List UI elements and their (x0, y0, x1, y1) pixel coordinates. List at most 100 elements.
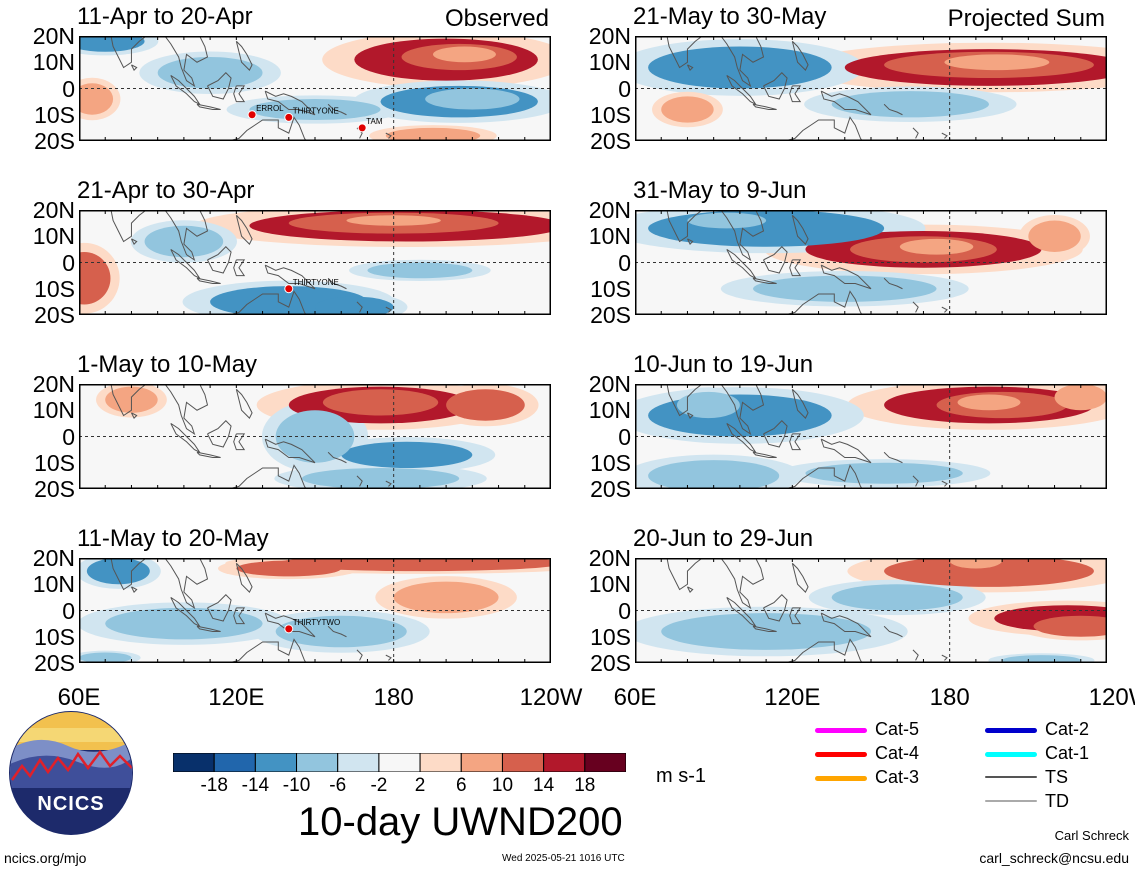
anomaly-contour (661, 613, 871, 650)
coastline (783, 638, 863, 663)
latitude-label: 10N (32, 571, 75, 598)
latitude-label: 10S (34, 623, 75, 650)
latitude-label: 20S (34, 476, 75, 502)
coastline (789, 433, 802, 451)
legend-swatch (815, 776, 867, 781)
legend-label: Cat-5 (875, 719, 920, 739)
colorbar-tick-label: 18 (574, 775, 596, 796)
anomaly-contour (884, 558, 1094, 587)
footer-email: carl_schreck@ncsu.edu (979, 850, 1129, 866)
coastline (207, 246, 232, 274)
coastline (912, 127, 919, 139)
colorbar-tick-label: 14 (533, 775, 555, 796)
coastline (235, 388, 253, 419)
latitude-label: 10S (590, 623, 631, 650)
latitude-label: 10S (590, 449, 631, 476)
anomaly-contour (753, 275, 937, 302)
storm-label: THIRTYONE (293, 106, 339, 115)
coastline (941, 654, 948, 661)
colorbar-segment (501, 752, 545, 773)
coastline (820, 438, 872, 464)
colorbar (172, 752, 627, 773)
latitude-label: 20N (32, 545, 75, 571)
coastline (763, 594, 788, 622)
colorbar-tick-label: -6 (329, 775, 347, 796)
coastline (207, 72, 232, 100)
anomaly-contour (648, 460, 780, 489)
legend-swatch (815, 728, 867, 733)
wind-anomaly-map: THIRTYTWO (79, 558, 551, 663)
coastline (164, 36, 209, 88)
latitude-label: 20N (588, 197, 631, 223)
latitude-label: 10S (34, 449, 75, 476)
coastline (264, 90, 316, 116)
coastline (820, 264, 872, 290)
coastline (196, 277, 221, 284)
panel-title: 21-May to 30-May (633, 3, 827, 30)
panel-title: 20-Jun to 29-Jun (633, 525, 814, 552)
colorbar-tick-label: 10 (491, 775, 514, 796)
coastline (235, 562, 253, 593)
coastline (196, 451, 221, 458)
latitude-label: 20N (32, 197, 75, 223)
coastline (783, 116, 863, 141)
coastline (327, 103, 347, 116)
latitude-label: 20N (32, 23, 75, 49)
coastline (686, 586, 694, 593)
ncics-logo: NCICS (8, 710, 134, 836)
storm-label: TAM (366, 117, 383, 126)
coastline (720, 36, 765, 88)
anomaly-contour (944, 54, 1050, 71)
coastline (227, 464, 307, 489)
coastline (720, 384, 765, 436)
coastline (233, 259, 246, 277)
wind-anomaly-map (79, 384, 551, 489)
anomaly-contour (899, 238, 974, 255)
coastline (820, 90, 872, 116)
coastline (196, 103, 221, 110)
anomaly-contour (1033, 615, 1107, 637)
latitude-label: 10N (588, 49, 631, 76)
colorbar-tick-label: -18 (200, 775, 228, 796)
storm-marker (284, 284, 294, 294)
anomaly-contour (676, 391, 740, 419)
latitude-label: 20S (590, 128, 631, 154)
coastline (789, 85, 802, 103)
colorbar-units: m s-1 (656, 765, 706, 787)
coastline (264, 264, 316, 290)
anomaly-contour (346, 215, 441, 226)
coastline (763, 420, 788, 448)
latitude-label: 10N (588, 397, 631, 424)
coastline (763, 246, 788, 274)
anomaly-contour (805, 462, 963, 484)
longitude-label: 120E (208, 684, 265, 711)
coastline (720, 210, 765, 262)
storm-label: ERROL (256, 104, 284, 113)
panel-tag: Projected Sum (947, 5, 1105, 32)
coastline (791, 214, 809, 245)
coastline (791, 40, 809, 71)
coastline (170, 422, 202, 454)
colorbar-segment (172, 752, 215, 773)
coastline (883, 451, 903, 464)
anomaly-contour (367, 262, 473, 279)
anomaly-contour (79, 252, 111, 305)
coastline (752, 451, 777, 458)
coastline (196, 625, 221, 632)
legend-swatch (985, 800, 1037, 802)
coastline (941, 480, 948, 487)
coastline (385, 132, 392, 139)
coastline (385, 306, 392, 313)
coastline (789, 259, 802, 277)
longitude-label: 60E (57, 684, 101, 711)
main-title: 10-day UWND200 (298, 800, 623, 844)
coastline (763, 72, 788, 100)
colorbar-segment (296, 752, 339, 773)
wind-anomaly-map (635, 210, 1107, 315)
coastline (941, 306, 948, 313)
coastline (235, 214, 253, 245)
colorbar-tick-label: 6 (455, 775, 467, 796)
logo-text: NCICS (37, 793, 104, 815)
anomaly-contour (831, 584, 963, 611)
coastline (235, 40, 253, 71)
